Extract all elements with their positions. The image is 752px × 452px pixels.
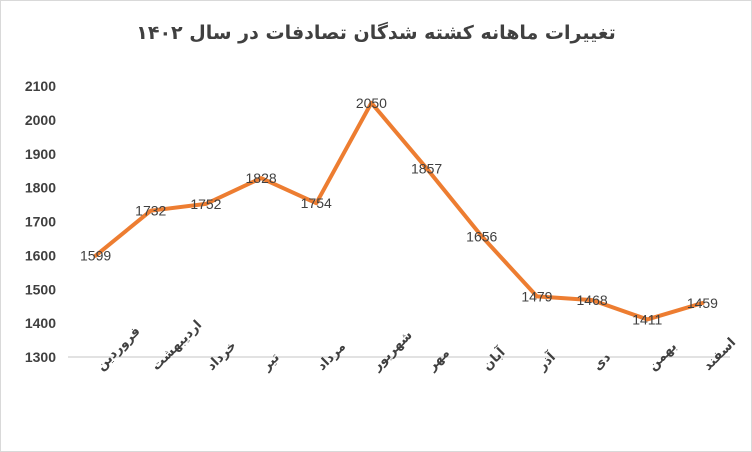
data-label: 1752 (190, 196, 221, 212)
data-label: 1411 (632, 311, 662, 327)
y-tick-label: 1600 (25, 247, 56, 263)
x-tick-label: اردیبهشت (149, 318, 205, 374)
y-tick-label: 2100 (25, 78, 56, 94)
data-label: 1459 (687, 295, 718, 311)
data-labels: 1599 1732 1752 1828 1754 2050 1857 1656 1479 1468… (80, 95, 718, 327)
data-label: 1479 (521, 288, 552, 304)
y-tick-label: 2000 (25, 112, 56, 128)
series-line (93, 100, 705, 322)
data-label: 1468 (577, 292, 608, 308)
data-label: 1754 (301, 195, 332, 211)
data-label: 1656 (466, 228, 497, 244)
chart-title: تغییرات ماهانه کشته شدگان تصادفات در سال… (136, 22, 616, 44)
y-axis-ticks: 1300 1400 1500 1600 1700 1800 1900 2000 2100 (25, 78, 56, 365)
x-tick-label: تیر (259, 350, 283, 374)
x-tick-label: دی (590, 350, 614, 374)
y-tick-label: 1300 (25, 349, 56, 365)
x-tick-label: شهریور (369, 328, 416, 375)
data-label: 1828 (246, 170, 277, 186)
y-tick-label: 1500 (25, 281, 56, 297)
data-label: 1732 (135, 203, 166, 219)
x-tick-label: آبان (479, 344, 509, 374)
y-tick-label: 1400 (25, 315, 56, 331)
data-label: 2050 (356, 95, 387, 111)
y-tick-label: 1800 (25, 180, 56, 196)
data-label: 1599 (80, 248, 111, 264)
data-label: 1857 (411, 160, 442, 176)
x-tick-label: خرداد (204, 338, 240, 374)
x-tick-label: مهر (424, 346, 453, 375)
x-tick-label: فروردین (94, 324, 144, 374)
x-tick-label: آذر (533, 348, 559, 374)
y-tick-label: 1900 (25, 146, 56, 162)
x-tick-label: اسفند (701, 335, 739, 373)
y-tick-label: 1700 (25, 214, 56, 230)
